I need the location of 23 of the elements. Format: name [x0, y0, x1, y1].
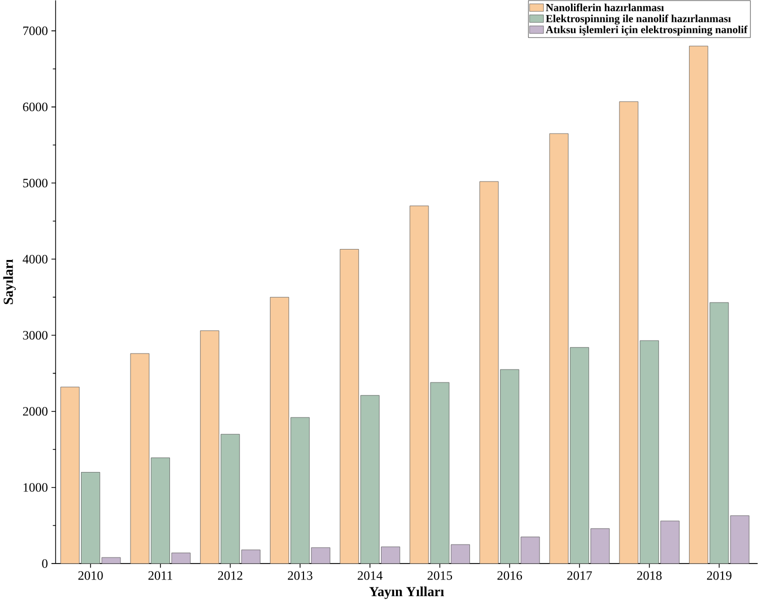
x-tick-label: 2011 — [148, 571, 172, 580]
legend-label: Elektrospinning ile nanolif hazırlanması — [546, 14, 731, 24]
x-tick-label: 2016 — [497, 571, 522, 580]
y-tick-label: 4000 — [22, 254, 48, 264]
x-tick-label: 2014 — [358, 571, 383, 580]
y-tick-label: 2000 — [23, 406, 48, 416]
x-tick-label: 2019 — [707, 571, 732, 580]
x-tick-label: 2015 — [428, 571, 452, 580]
legend-label: Nanoliflerin hazırlanması — [546, 3, 664, 12]
y-tick-label: 5000 — [23, 178, 48, 188]
y-tick-label: 0 — [42, 559, 48, 568]
y-tick-label: 1000 — [24, 483, 48, 492]
x-axis-title: Yayın Yılları — [369, 586, 444, 599]
x-tick-label: 2012 — [218, 571, 242, 580]
x-tick-label: 2010 — [78, 571, 103, 580]
y-tick-label: 3000 — [23, 330, 48, 340]
y-axis-title: Sayıları — [3, 259, 16, 304]
x-tick-label: 2017 — [567, 571, 592, 580]
x-tick-label: 2013 — [288, 571, 312, 580]
x-tick-label: 2018 — [637, 571, 662, 580]
y-tick-label: 7000 — [23, 26, 48, 35]
legend-label: Atıksu işlemleri için elektrospinning nanolif — [546, 25, 748, 36]
y-tick-label: 6000 — [23, 102, 48, 112]
